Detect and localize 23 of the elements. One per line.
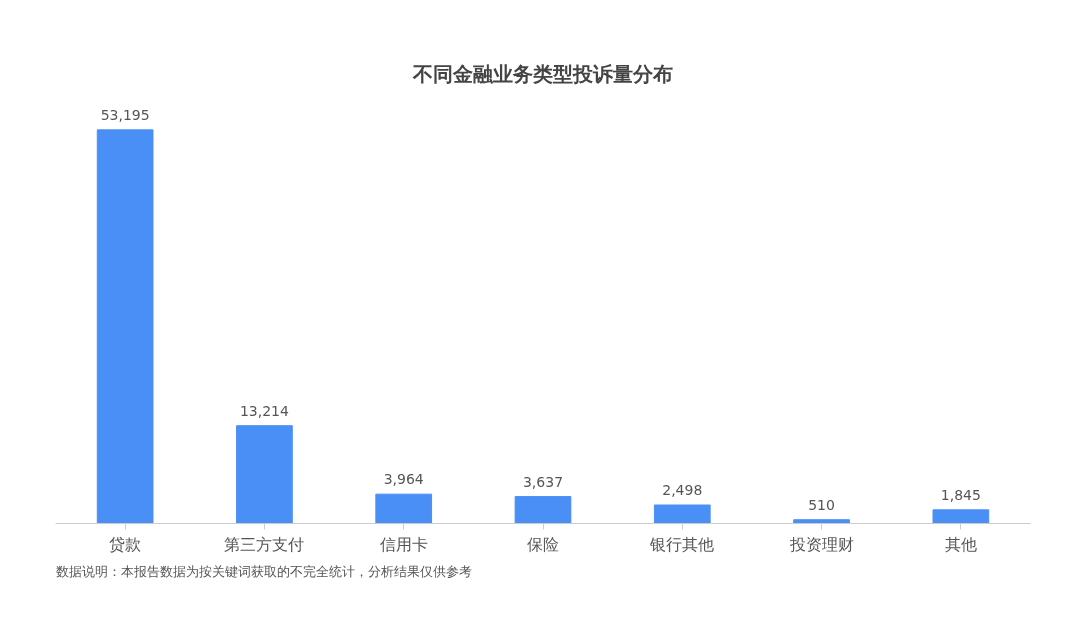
chart-title: 不同金融业务类型投诉量分布 <box>412 61 673 86</box>
bar <box>375 493 433 524</box>
data-label: 3,964 <box>383 471 424 488</box>
x-tick-label: 信用卡 <box>379 534 428 554</box>
bar <box>236 425 293 524</box>
bar <box>653 504 711 524</box>
text: 数据说明：本报告数据为按关键词获取的不完全统计，分析结果仅供参考 <box>55 563 472 579</box>
x-tick-label: 第三方支付 <box>224 534 305 554</box>
bar <box>932 509 990 524</box>
data-label: 510 <box>808 496 835 513</box>
bar <box>793 519 850 524</box>
data-label: 53,195 <box>100 106 150 123</box>
x-tick-label: 银行其他 <box>649 534 715 554</box>
bar <box>514 496 572 524</box>
x-tick-label: 贷款 <box>109 534 142 554</box>
x-tick-label: 投资理财 <box>788 534 854 554</box>
data-label: 2,498 <box>662 482 703 499</box>
data-label: 13,214 <box>239 402 290 419</box>
x-tick-label: 其他 <box>944 534 977 554</box>
bar <box>96 129 154 524</box>
x-tick-label: 保险 <box>527 534 559 554</box>
data-label: 1,845 <box>940 486 981 503</box>
data-label: 3,637 <box>522 473 564 490</box>
